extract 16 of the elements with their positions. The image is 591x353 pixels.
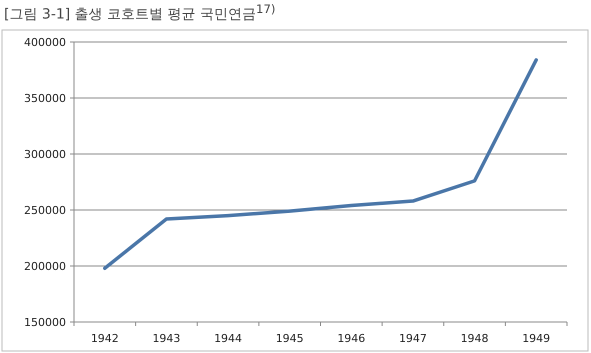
x-tick-label: 1947 <box>398 332 427 345</box>
x-tick-label: 1943 <box>152 332 180 345</box>
x-tick-label: 1944 <box>214 332 242 345</box>
chart-title: [그림 3-1] 출생 코호트별 평균 국민연금$^{17)}$ <box>4 2 276 24</box>
x-tick-label: 1945 <box>276 332 304 345</box>
y-tick-label: 200000 <box>24 260 66 273</box>
x-tick-label: 1948 <box>460 332 489 345</box>
y-tick-label: 150000 <box>24 316 66 329</box>
y-tick-label: 300000 <box>24 148 66 161</box>
x-tick-label: 1946 <box>337 332 366 345</box>
y-tick-label: 350000 <box>24 92 66 105</box>
y-tick-label: 400000 <box>24 36 66 49</box>
y-tick-label: 250000 <box>24 204 66 217</box>
x-tick-label: 1942 <box>90 332 119 345</box>
line-series <box>103 58 538 270</box>
x-tick-label: 1949 <box>522 332 550 345</box>
